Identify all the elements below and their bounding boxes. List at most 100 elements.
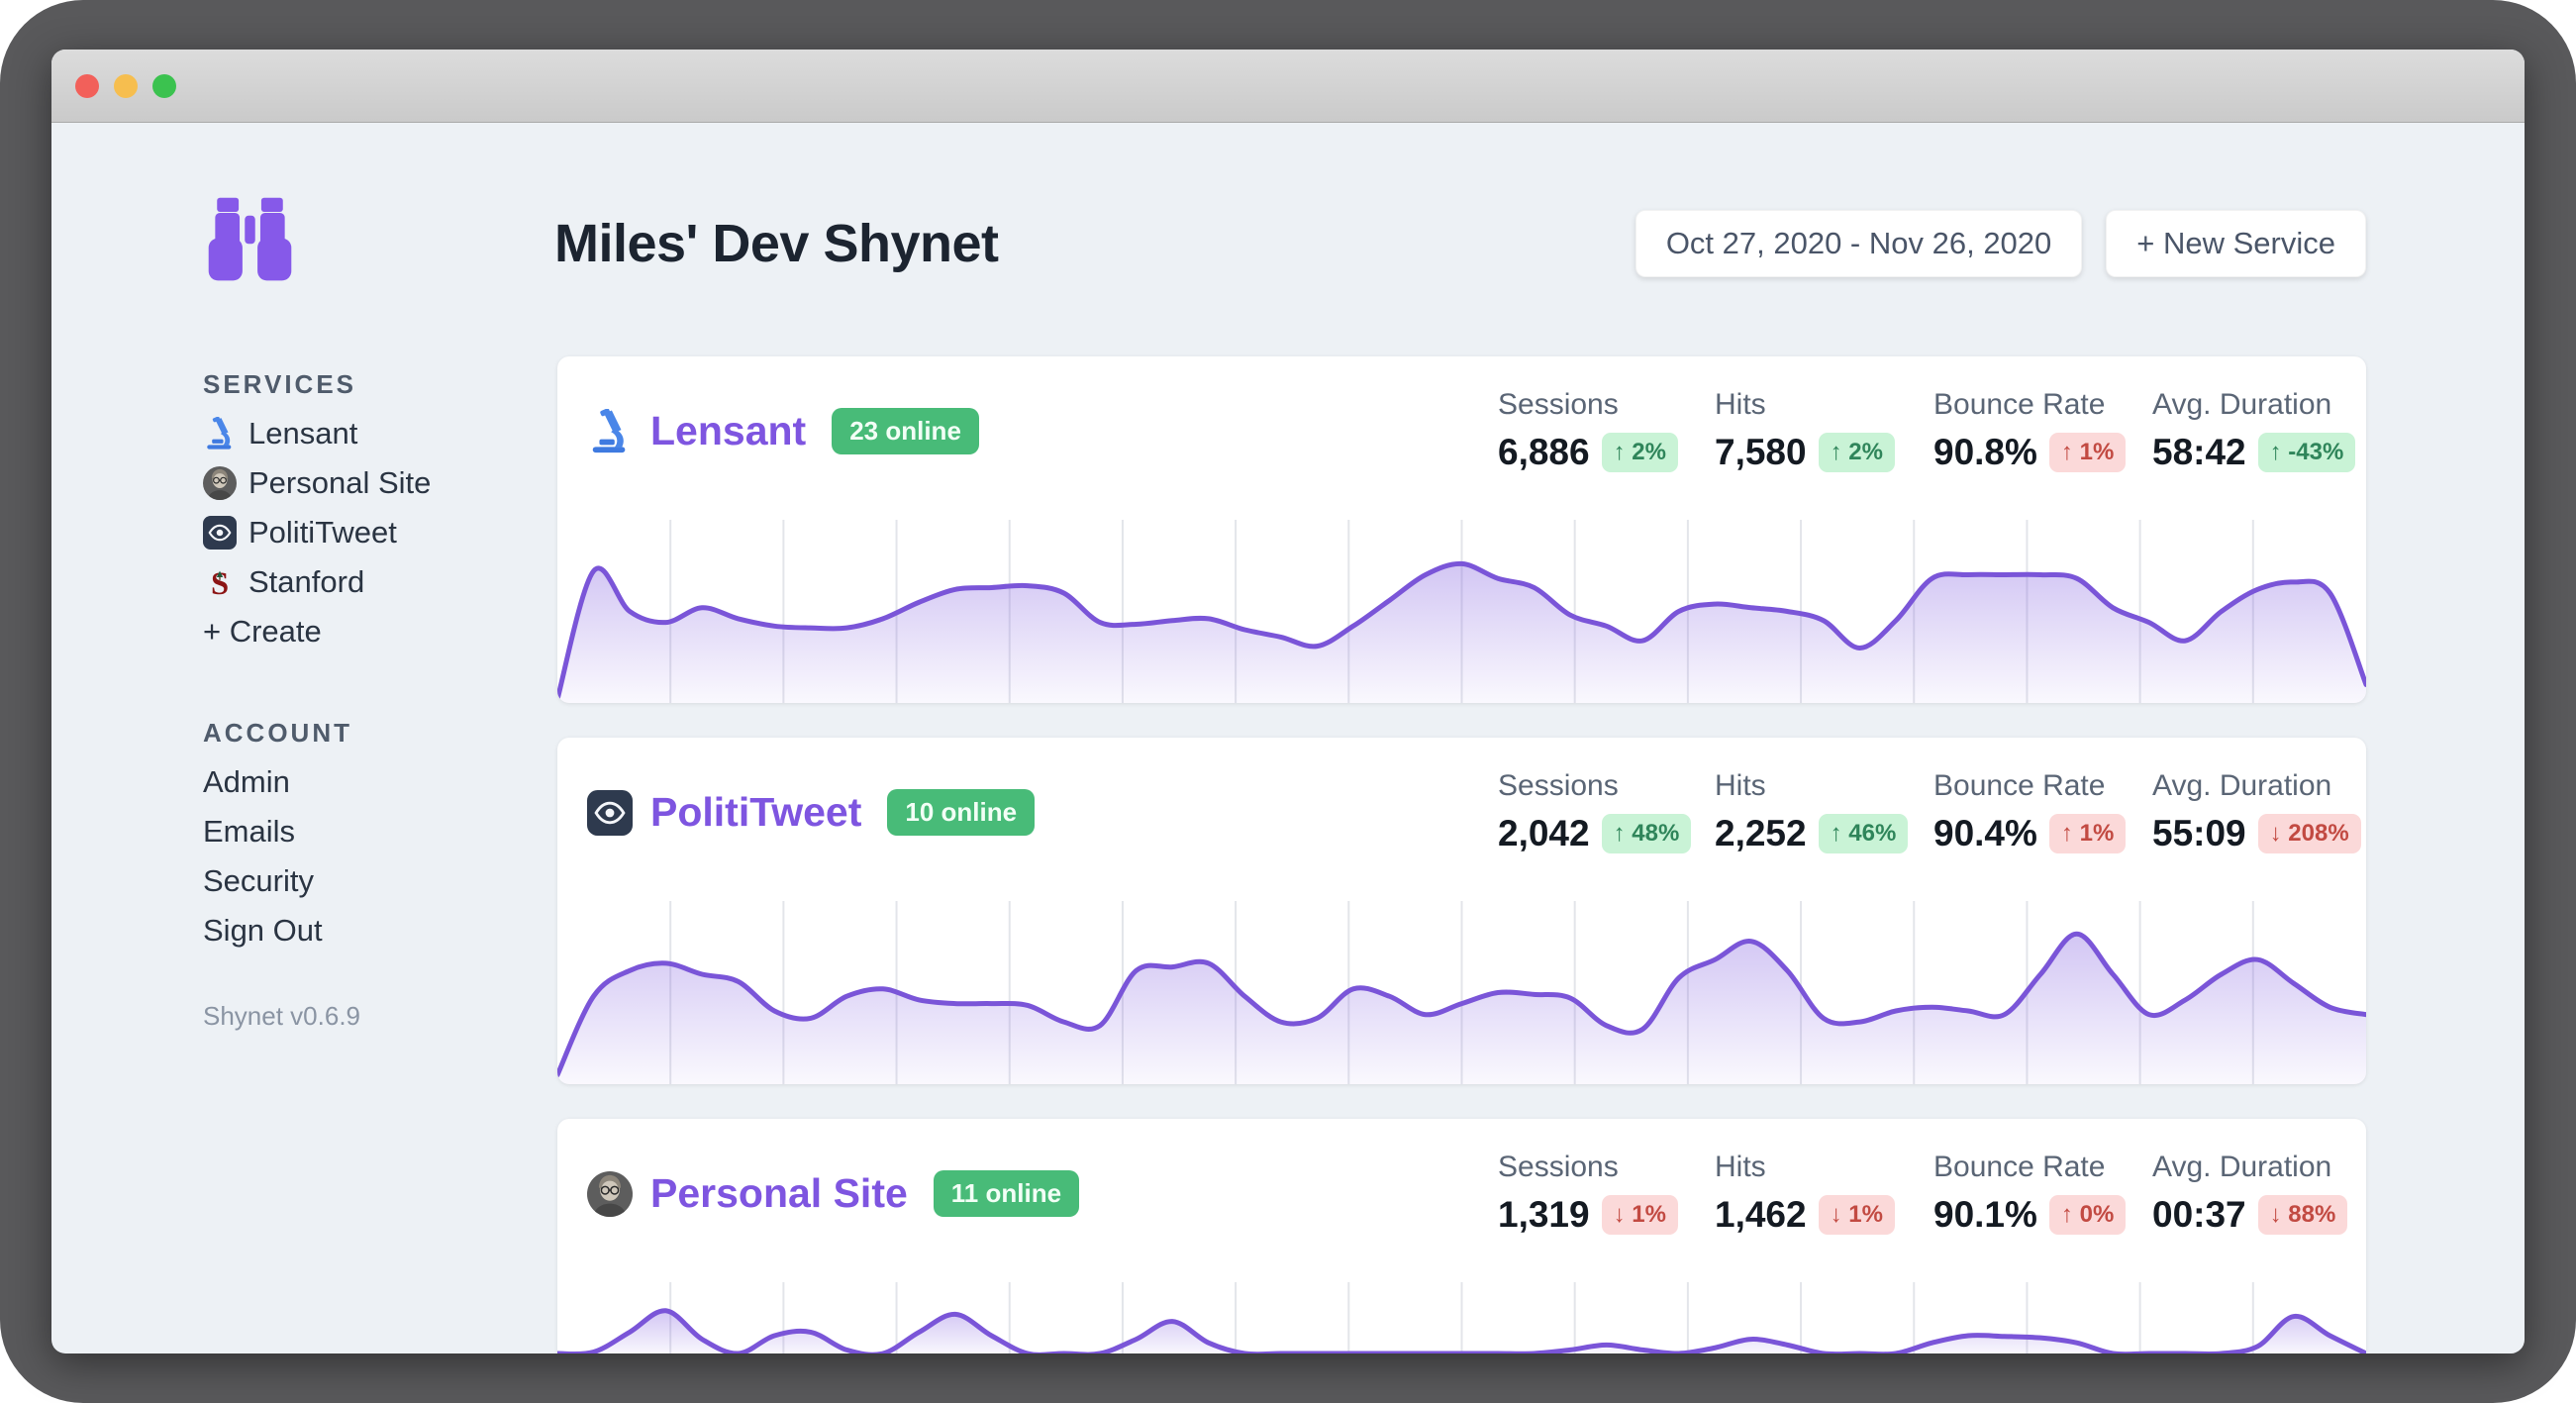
stat-trend-badge: ↑ 48% <box>1601 814 1692 853</box>
avatar-icon <box>587 1170 633 1217</box>
stat-sessions: Sessions 2,042 ↑ 48% <box>1498 767 1715 854</box>
sidebar-section-services: SERVICES Lensant Personal Site PolitiTwe… <box>203 359 540 656</box>
svg-text:S: S <box>211 566 229 599</box>
microscope-icon <box>203 417 237 451</box>
stat-value: 2,042 <box>1498 813 1590 853</box>
stat-value: 6,886 <box>1498 432 1590 472</box>
service-card-lensant: Lensant 23 online Sessions 6,886 ↑ 2% Hits 7,5… <box>557 356 2366 703</box>
stat-trend-badge: ↓ 1% <box>1601 1195 1678 1235</box>
sidebar-item-polititweet[interactable]: PolitiTweet <box>203 508 540 557</box>
stat-value: 2,252 <box>1715 813 1807 853</box>
avatar-icon <box>203 466 237 500</box>
service-card-polititweet: PolitiTweet 10 online Sessions 2,042 ↑ 48% Hi… <box>557 738 2366 1084</box>
sidebar-item-label: Emails <box>203 814 296 849</box>
traffic-area-chart-personal-site <box>557 1282 2366 1353</box>
sidebar-item-label: + Create <box>203 614 322 649</box>
traffic-area-chart-polititweet <box>557 901 2366 1084</box>
stats-row: Sessions 2,042 ↑ 48% Hits 2,252 ↑ 46% Bounce R… <box>1498 767 2361 854</box>
stat-label: Sessions <box>1498 769 1619 802</box>
stat-label: Bounce Rate <box>1933 1151 2106 1183</box>
service-card-personal-site: Personal Site 11 online Sessions 1,319 ↓ 1% H… <box>557 1119 2366 1353</box>
sidebar-item-label: PolitiTweet <box>248 515 397 550</box>
microscope-icon <box>587 408 633 454</box>
stat-avg-duration: Avg. Duration 55:09 ↓ 208% <box>2152 767 2361 854</box>
sidebar: SERVICES Lensant Personal Site PolitiTwe… <box>203 193 540 1032</box>
card-header: Lensant 23 online <box>587 408 979 454</box>
stat-bounce-rate: Bounce Rate 90.1% ↑ 0% <box>1933 1149 2152 1236</box>
service-name-link[interactable]: Lensant <box>650 408 807 453</box>
header-actions: Oct 27, 2020 - Nov 26, 2020 + New Servic… <box>1635 210 2366 277</box>
stanford-s-icon: S <box>203 565 237 599</box>
stat-avg-duration: Avg. Duration 58:42 ↑ -43% <box>2152 386 2356 473</box>
stat-trend-badge: ↑ 1% <box>2048 814 2127 853</box>
stat-value: 58:42 <box>2152 432 2246 472</box>
eye-icon <box>203 516 237 550</box>
stat-value: 00:37 <box>2152 1194 2246 1235</box>
stat-label: Bounce Rate <box>1933 388 2106 421</box>
service-name-link[interactable]: PolitiTweet <box>650 789 862 835</box>
date-range-button[interactable]: Oct 27, 2020 - Nov 26, 2020 <box>1635 210 2083 277</box>
stat-value: 90.1% <box>1933 1194 2037 1235</box>
stat-hits: Hits 2,252 ↑ 46% <box>1715 767 1933 854</box>
stat-bounce-rate: Bounce Rate 90.4% ↑ 1% <box>1933 767 2152 854</box>
traffic-area-chart-lensant <box>557 520 2366 703</box>
close-button[interactable] <box>75 73 99 98</box>
sidebar-item-label: Security <box>203 863 314 898</box>
stat-sessions: Sessions 6,886 ↑ 2% <box>1498 386 1715 473</box>
sidebar-item-lensant[interactable]: Lensant <box>203 409 540 458</box>
sidebar-item-security[interactable]: Security <box>203 856 540 906</box>
sidebar-item-label: Sign Out <box>203 913 323 948</box>
stat-label: Avg. Duration <box>2152 388 2332 421</box>
card-header: Personal Site 11 online <box>587 1170 1080 1217</box>
stat-hits: Hits 1,462 ↓ 1% <box>1715 1149 1933 1236</box>
stat-sessions: Sessions 1,319 ↓ 1% <box>1498 1149 1715 1236</box>
sidebar-item-create[interactable]: + Create <box>203 607 540 656</box>
page-title: Miles' Dev Shynet <box>554 214 999 273</box>
maximize-button[interactable] <box>152 73 176 98</box>
minimize-button[interactable] <box>114 73 138 98</box>
stat-label: Sessions <box>1498 388 1619 421</box>
stat-trend-badge: ↓ 208% <box>2257 814 2361 853</box>
stat-trend-badge: ↑ 2% <box>1601 433 1678 472</box>
sidebar-section-label: ACCOUNT <box>203 718 352 748</box>
stat-trend-badge: ↑ 1% <box>2048 433 2127 472</box>
stat-trend-badge: ↑ 0% <box>2048 1195 2127 1235</box>
sidebar-item-personal-site[interactable]: Personal Site <box>203 458 540 508</box>
online-count-badge: 10 online <box>887 789 1036 836</box>
sidebar-item-emails[interactable]: Emails <box>203 807 540 856</box>
stat-label: Avg. Duration <box>2152 769 2332 802</box>
sidebar-section-account: ACCOUNT Admin Emails Security Sign Out <box>203 708 540 955</box>
sidebar-item-sign-out[interactable]: Sign Out <box>203 906 540 955</box>
shynet-logo binoculars-icon[interactable] <box>203 193 297 292</box>
sidebar-section-label: SERVICES <box>203 369 357 399</box>
sidebar-item-label: Personal Site <box>248 465 432 500</box>
stat-value: 1,319 <box>1498 1194 1590 1235</box>
stat-value: 90.4% <box>1933 813 2037 853</box>
card-header: PolitiTweet 10 online <box>587 789 1036 836</box>
online-count-badge: 11 online <box>933 1170 1080 1217</box>
app-version: Shynet v0.6.9 <box>203 1001 360 1031</box>
stats-row: Sessions 6,886 ↑ 2% Hits 7,580 ↑ 2% Bounce Rat… <box>1498 386 2356 473</box>
stat-label: Hits <box>1715 388 1766 421</box>
stat-value: 90.8% <box>1933 432 2037 472</box>
stat-trend-badge: ↑ 2% <box>1818 433 1895 472</box>
stat-label: Hits <box>1715 1151 1766 1183</box>
sidebar-item-admin[interactable]: Admin <box>203 757 540 807</box>
stat-trend-badge: ↓ 88% <box>2257 1195 2348 1235</box>
stat-value: 1,462 <box>1715 1194 1807 1235</box>
sidebar-item-label: Admin <box>203 764 290 799</box>
stats-row: Sessions 1,319 ↓ 1% Hits 1,462 ↓ 1% Bounce Rat… <box>1498 1149 2348 1236</box>
sidebar-item-stanford[interactable]: S Stanford <box>203 557 540 607</box>
stat-trend-badge: ↑ 46% <box>1818 814 1909 853</box>
new-service-button[interactable]: + New Service <box>2106 210 2366 277</box>
stat-label: Sessions <box>1498 1151 1619 1183</box>
stat-label: Avg. Duration <box>2152 1151 2332 1183</box>
sidebar-item-label: Stanford <box>248 564 365 599</box>
stat-hits: Hits 7,580 ↑ 2% <box>1715 386 1933 473</box>
service-name-link[interactable]: Personal Site <box>650 1170 908 1216</box>
app-window: SERVICES Lensant Personal Site PolitiTwe… <box>51 50 2525 1353</box>
window-titlebar <box>51 50 2525 123</box>
stat-label: Bounce Rate <box>1933 769 2106 802</box>
stat-value: 55:09 <box>2152 813 2246 853</box>
